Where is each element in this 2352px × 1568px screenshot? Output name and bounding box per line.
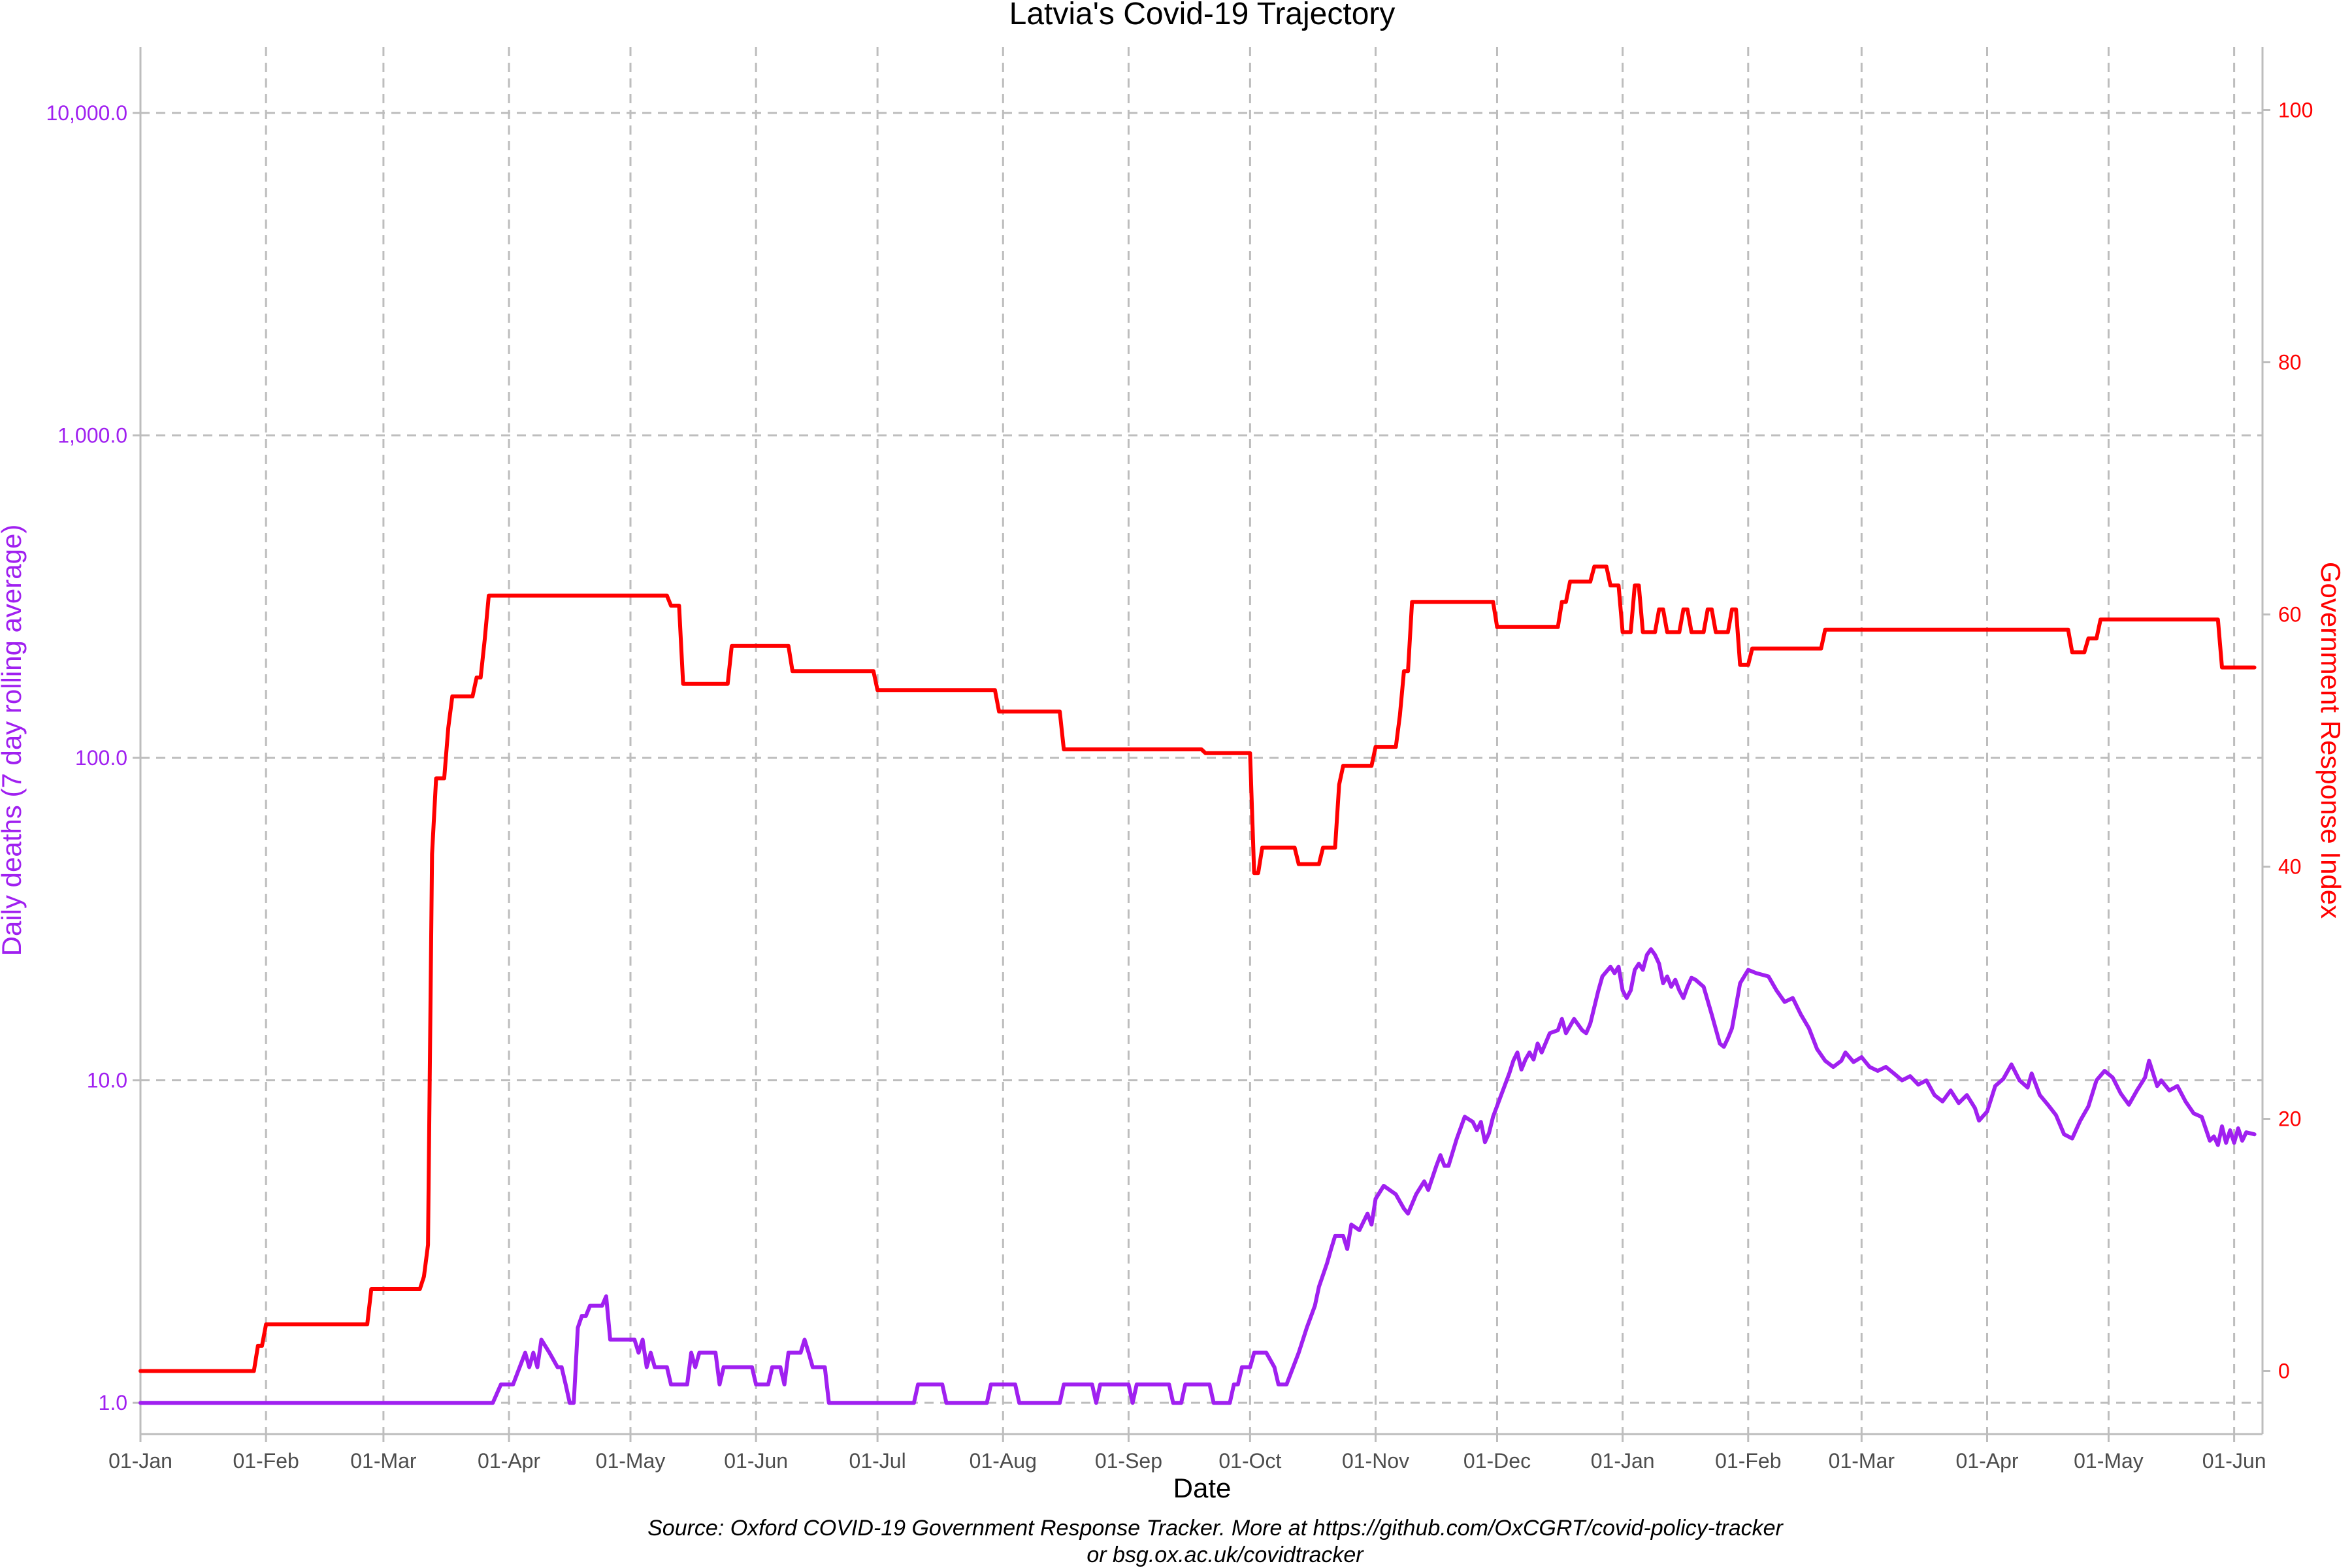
chart-title: Latvia's Covid-19 Trajectory (1009, 0, 1396, 31)
x-tick-label: 01-Nov (1342, 1449, 1409, 1473)
x-tick-label: 01-May (2074, 1449, 2144, 1473)
right-tick-label: 100 (2278, 99, 2313, 122)
daily-deaths-line (139, 947, 2257, 1405)
right-tick-label: 60 (2278, 603, 2302, 627)
x-tick-label: 01-Oct (1218, 1449, 1281, 1473)
right-tick-label: 80 (2278, 351, 2302, 374)
source-note-line-1: Source: Oxford COVID-19 Government Respo… (647, 1516, 1784, 1541)
source-note-line-2: or bsg.ox.ac.uk/covidtracker (1086, 1543, 1364, 1567)
x-tick-label: 01-Dec (1463, 1449, 1531, 1473)
left-tick-label: 1.0 (99, 1391, 127, 1414)
x-tick-label: 01-Jan (108, 1449, 172, 1473)
x-tick-label: 01-May (596, 1449, 666, 1473)
right-axis-title: Government Response Index (2315, 562, 2346, 919)
left-axis-title: Daily deaths (7 day rolling average) (0, 525, 27, 956)
x-tick-label: 01-Sep (1095, 1449, 1162, 1473)
x-tick-label: 01-Jun (2202, 1449, 2266, 1473)
left-tick-label: 1,000.0 (57, 423, 127, 447)
x-tick-label: 01-Mar (1829, 1449, 1895, 1473)
x-tick-label: 01-Feb (1715, 1449, 1781, 1473)
axis-ticks: 01-Jan 01-Feb 01-Mar 01-Apr 01-May 01-Jun 01-J… (46, 99, 2313, 1473)
left-tick-label: 10.0 (87, 1069, 127, 1092)
left-tick-label: 10,000.0 (46, 101, 127, 125)
x-tick-label: 01-Mar (350, 1449, 417, 1473)
x-tick-label: 01-Jun (724, 1449, 788, 1473)
government-response-index-line (139, 564, 2257, 1373)
x-axis-title: Date (1173, 1473, 1232, 1503)
x-tick-label: 01-Jan (1591, 1449, 1655, 1473)
x-tick-label: 01-Feb (233, 1449, 299, 1473)
right-tick-label: 20 (2278, 1107, 2302, 1131)
x-tick-label: 01-Aug (970, 1449, 1037, 1473)
plot-frame (139, 47, 2264, 1435)
right-tick-label: 40 (2278, 855, 2302, 879)
x-tick-label: 01-Apr (1955, 1449, 2018, 1473)
series-lines (139, 564, 2257, 1405)
x-tick-label: 01-Jul (849, 1449, 906, 1473)
x-tick-label: 01-Apr (478, 1449, 540, 1473)
left-tick-label: 100.0 (75, 746, 127, 770)
right-tick-label: 0 (2278, 1360, 2290, 1383)
